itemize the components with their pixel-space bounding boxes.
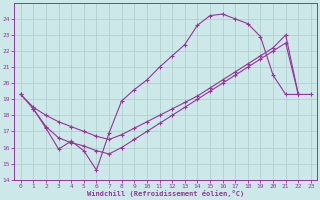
X-axis label: Windchill (Refroidissement éolien,°C): Windchill (Refroidissement éolien,°C) <box>87 190 244 197</box>
